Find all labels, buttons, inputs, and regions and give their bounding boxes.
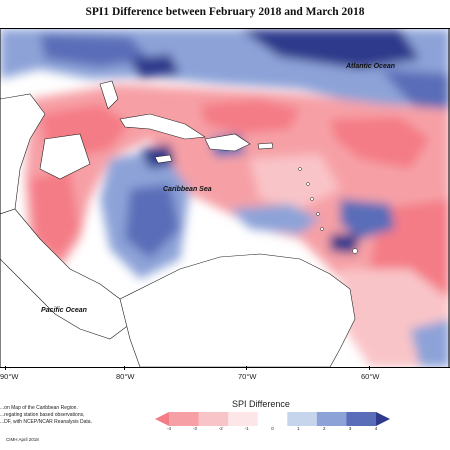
legend-colorbar bbox=[155, 412, 390, 426]
legend-title: SPI Difference bbox=[232, 399, 290, 409]
legend-tick-label: 4 bbox=[374, 426, 378, 431]
legend-ticks: -4 -3 -2 -1 0 1 2 3 4 bbox=[155, 426, 390, 434]
legend-tick-label: -2 bbox=[218, 426, 223, 431]
legend-tick-label: -4 bbox=[166, 426, 172, 431]
map-notes: ...on Map of the Caribbean Region. ...re… bbox=[0, 405, 92, 426]
legend-tick-label: -3 bbox=[192, 426, 197, 431]
lon-label-60w: 60°W bbox=[361, 372, 380, 381]
lon-label-90w: 90°W bbox=[0, 372, 19, 381]
legend-tick-label: 0 bbox=[271, 426, 274, 431]
spi-map: Atlantic Ocean Caribbean Sea Pacific Oce… bbox=[0, 28, 450, 368]
legend-tick-label: 3 bbox=[348, 426, 352, 431]
legend-swatch bbox=[198, 412, 229, 426]
lon-label-80w: 80°W bbox=[116, 372, 135, 381]
pacific-ocean-label: Pacific Ocean bbox=[41, 307, 87, 314]
lon-tick bbox=[246, 366, 247, 370]
legend-swatch bbox=[257, 412, 288, 426]
legend-tick-label: 1 bbox=[297, 426, 300, 431]
caribbean-sea-label: Caribbean Sea bbox=[163, 186, 212, 193]
legend-swatch bbox=[169, 412, 200, 426]
map-title: SPI1 Difference between February 2018 an… bbox=[85, 6, 365, 18]
legend-tick-label: -1 bbox=[244, 426, 249, 431]
lon-tick bbox=[124, 366, 125, 370]
note-line: ...on Map of the Caribbean Region. bbox=[0, 405, 78, 411]
lon-tick bbox=[369, 366, 370, 370]
legend-swatch bbox=[346, 412, 377, 426]
lon-label-70w: 70°W bbox=[238, 372, 257, 381]
legend-swatch bbox=[228, 412, 259, 426]
legend-swatch bbox=[316, 412, 347, 426]
atlantic-ocean-label: Atlantic Ocean bbox=[346, 63, 396, 70]
legend-swatch bbox=[155, 412, 169, 426]
legend-swatch bbox=[287, 412, 318, 426]
legend-tick-label: 2 bbox=[322, 426, 326, 431]
note-line: ...regating station based observations, bbox=[0, 412, 85, 418]
legend-swatch bbox=[376, 412, 390, 426]
credit-text: CIMH April 2018 bbox=[6, 437, 39, 442]
lon-tick bbox=[5, 366, 6, 370]
note-line: ...DF, with NCEP/NCAR Reanalysis Data. bbox=[0, 419, 92, 425]
